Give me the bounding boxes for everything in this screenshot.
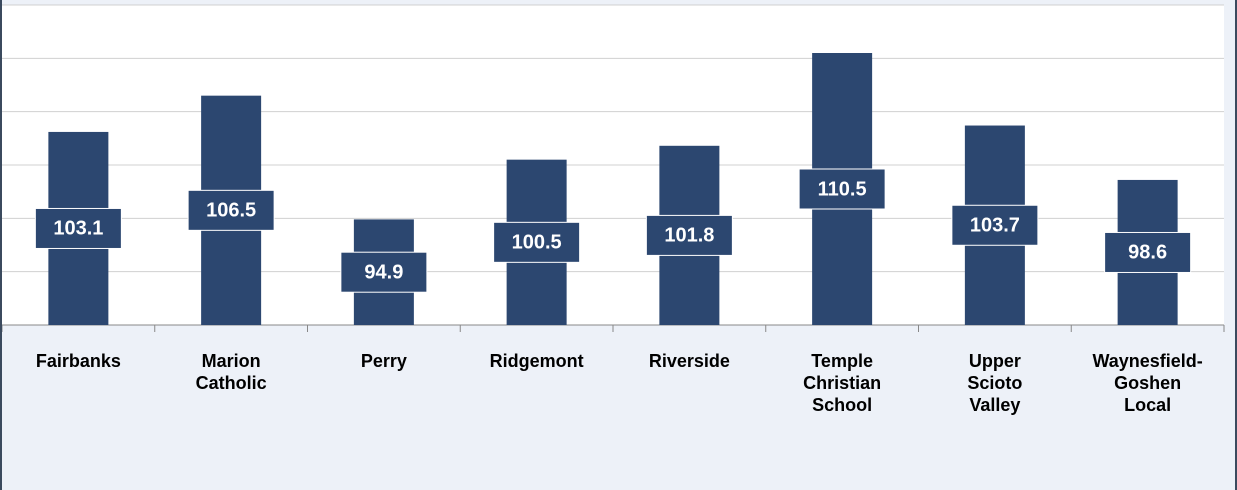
value-label: 103.7: [970, 215, 1020, 237]
value-label: 98.6: [1128, 242, 1167, 264]
value-label: 103.1: [53, 218, 103, 240]
value-label-box: [493, 221, 581, 263]
x-tick-label: Waynesfield-Goshen Local: [1092, 351, 1203, 415]
value-label-box: [1104, 231, 1192, 273]
x-tick-label: Temple Christian School: [803, 351, 882, 415]
value-label-box: [951, 204, 1039, 246]
value-label: 101.8: [664, 225, 714, 247]
x-tick-label: Fairbanks: [35, 351, 121, 371]
value-label-box: [645, 214, 733, 256]
value-label: 100.5: [512, 232, 562, 254]
x-tick-label: Marion Catholic: [195, 351, 267, 393]
x-tick-label: Riverside: [648, 351, 730, 371]
value-label: 110.5: [818, 178, 867, 200]
x-tick-label: Perry: [360, 351, 407, 371]
value-label: 94.9: [364, 261, 403, 283]
value-label-box: [34, 207, 122, 249]
value-label: 106.5: [206, 200, 256, 222]
value-label-box: [798, 168, 886, 210]
value-label-box: [340, 251, 428, 293]
value-label-box: [187, 189, 275, 231]
x-tick-label: Upper Scioto Valley: [967, 351, 1023, 415]
x-tick-label: Ridgemont: [489, 351, 584, 371]
